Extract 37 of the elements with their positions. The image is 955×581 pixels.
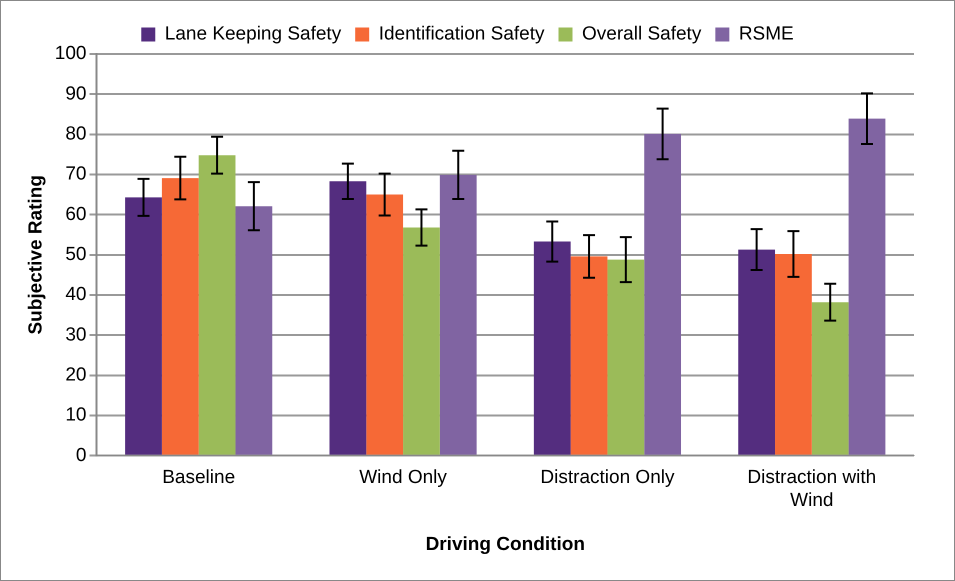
bar [235, 206, 272, 455]
x-tick-label: Baseline [162, 467, 236, 488]
y-tick-label: 100 [54, 43, 86, 64]
bar [366, 194, 404, 455]
x-tick-label: Distraction Only [540, 467, 675, 488]
bar [570, 256, 608, 455]
bar [775, 254, 812, 455]
legend-label: Overall Safety [582, 24, 702, 45]
bar [812, 302, 849, 455]
y-tick-label: 0 [76, 444, 86, 466]
y-axis-title: Subjective Rating [26, 175, 47, 335]
legend-label: Identification Safety [378, 24, 546, 45]
x-tick-label: Wind Only [359, 467, 448, 488]
x-tick-label: Distraction with Wind [747, 467, 876, 512]
bar [440, 174, 477, 455]
bar [534, 242, 571, 455]
y-tick-label: 50 [65, 244, 86, 266]
bar [329, 181, 366, 455]
y-tick-label: 10 [65, 404, 86, 426]
bar [125, 197, 162, 455]
y-tick-label: 60 [65, 204, 86, 225]
bar [644, 134, 682, 455]
bar [738, 250, 776, 455]
x-axis-title: Driving Condition [426, 534, 585, 555]
bar [162, 178, 199, 455]
legend-label: Lane Keeping Safety [164, 24, 342, 45]
y-tick-label: 70 [65, 164, 86, 185]
bar [403, 227, 440, 455]
y-tick-label: 30 [65, 324, 86, 346]
y-tick-label: 80 [65, 124, 86, 145]
bar [198, 155, 236, 455]
bar [848, 118, 886, 455]
y-tick-label: 20 [65, 364, 86, 386]
bar [607, 260, 644, 455]
y-tick-label: 90 [65, 83, 86, 104]
legend-label: RSME [738, 24, 794, 45]
y-tick-label: 40 [65, 284, 86, 306]
